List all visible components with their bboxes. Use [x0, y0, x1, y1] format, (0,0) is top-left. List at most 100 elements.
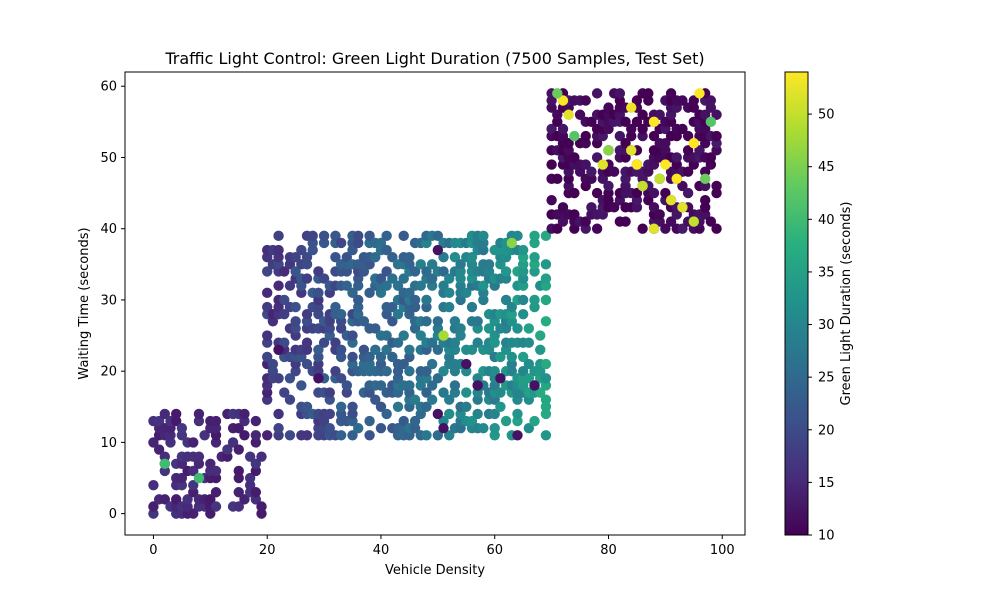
scatter-point: [176, 430, 188, 441]
scatter-point: [421, 266, 432, 277]
scatter-point: [489, 316, 500, 327]
scatter-point: [324, 316, 335, 327]
scatter-point: [182, 494, 193, 505]
scatter-point: [290, 301, 301, 313]
chart-title: Traffic Light Control: Green Light Durat…: [164, 49, 704, 68]
scatter-point: [381, 308, 392, 320]
scatter-point: [307, 230, 318, 242]
scatter-point: [421, 316, 432, 327]
scatter-point: [603, 195, 614, 206]
scatter-point: [580, 159, 591, 170]
scatter-point: [364, 351, 375, 363]
scatter-point: [711, 187, 722, 199]
scatter-point: [318, 337, 330, 348]
scatter-point: [517, 244, 529, 256]
scatter-point: [335, 351, 347, 363]
x-tick-label: 20: [259, 543, 276, 558]
scatter-point: [409, 323, 421, 334]
scatter-point: [364, 387, 375, 398]
scatter-point: [591, 187, 603, 199]
scatter-point: [290, 266, 301, 277]
scatter-point: [506, 316, 517, 327]
scatter-point: [284, 280, 296, 291]
scatter-point: [569, 152, 580, 163]
scatter-point: [341, 387, 353, 398]
scatter-point: [711, 180, 722, 192]
colorbar-tick-label: 20: [818, 423, 835, 438]
scatter-point: [580, 138, 591, 149]
scatter-point: [569, 187, 580, 199]
scatter-point: [421, 344, 432, 355]
scatter-point: [546, 102, 557, 113]
scatter-point: [324, 422, 335, 434]
scatter-point: [398, 358, 409, 370]
scatter-point: [449, 380, 461, 391]
scatter-point: [529, 294, 540, 306]
scatter-point: [580, 216, 591, 227]
scatter-point: [574, 109, 586, 120]
scatter-point: [699, 209, 711, 220]
scatter-point: [660, 187, 671, 199]
scatter-point: [472, 380, 483, 391]
scatter-point: [398, 415, 409, 427]
scatter-point: [421, 365, 432, 377]
scatter-point: [665, 109, 677, 120]
scatter-point: [688, 102, 700, 113]
scatter-point: [535, 365, 546, 377]
scatter-point: [517, 351, 529, 363]
scatter-point: [489, 330, 500, 341]
scatter-point: [341, 266, 353, 277]
scatter-point: [233, 422, 244, 434]
scatter-point: [711, 109, 722, 120]
scatter-point: [495, 401, 506, 412]
scatter-point: [529, 259, 540, 270]
scatter-point: [682, 130, 694, 142]
scatter-point: [472, 337, 483, 348]
scatter-point: [461, 401, 472, 412]
scatter-point: [529, 415, 540, 427]
scatter-point: [324, 394, 335, 405]
scatter-point: [472, 316, 483, 327]
scatter-point: [176, 458, 188, 469]
scatter-point: [631, 202, 643, 213]
scatter-point: [506, 308, 517, 320]
scatter-point: [466, 415, 478, 427]
scatter-point: [381, 266, 392, 277]
scatter-point: [603, 102, 614, 113]
scatter-point: [603, 180, 614, 192]
scatter-point: [466, 252, 478, 263]
scatter-point: [432, 230, 444, 242]
scatter-point: [489, 380, 500, 391]
y-tick-label: 20: [100, 365, 117, 380]
scatter-point: [512, 394, 523, 405]
scatter-point: [307, 237, 318, 249]
scatter-point: [552, 109, 563, 120]
scatter-point: [557, 123, 569, 135]
scatter-point: [313, 294, 324, 306]
colorbar-tick-label: 50: [818, 108, 835, 123]
scatter-point: [262, 266, 273, 277]
scatter-point: [671, 102, 682, 113]
scatter-point: [250, 494, 262, 505]
y-tick-label: 30: [100, 293, 117, 308]
scatter-point: [591, 138, 603, 149]
scatter-point: [517, 259, 529, 270]
scatter-point: [455, 330, 466, 341]
scatter-point: [381, 330, 392, 341]
scatter-point: [381, 244, 392, 256]
scatter-point: [478, 230, 489, 242]
scatter-point: [222, 451, 233, 462]
plot-frame: [124, 71, 746, 536]
scatter-point: [699, 109, 711, 120]
x-tick-label: 100: [710, 543, 735, 558]
scatter-point: [620, 138, 631, 149]
scatter-point: [273, 252, 284, 263]
scatter-point: [250, 458, 262, 469]
scatter-point: [591, 223, 603, 234]
scatter-point: [301, 358, 313, 370]
scatter-point: [210, 487, 222, 498]
scatter-point: [404, 430, 415, 441]
scatter-point: [665, 195, 677, 206]
scatter-point: [557, 130, 569, 142]
scatter-point: [273, 280, 284, 291]
